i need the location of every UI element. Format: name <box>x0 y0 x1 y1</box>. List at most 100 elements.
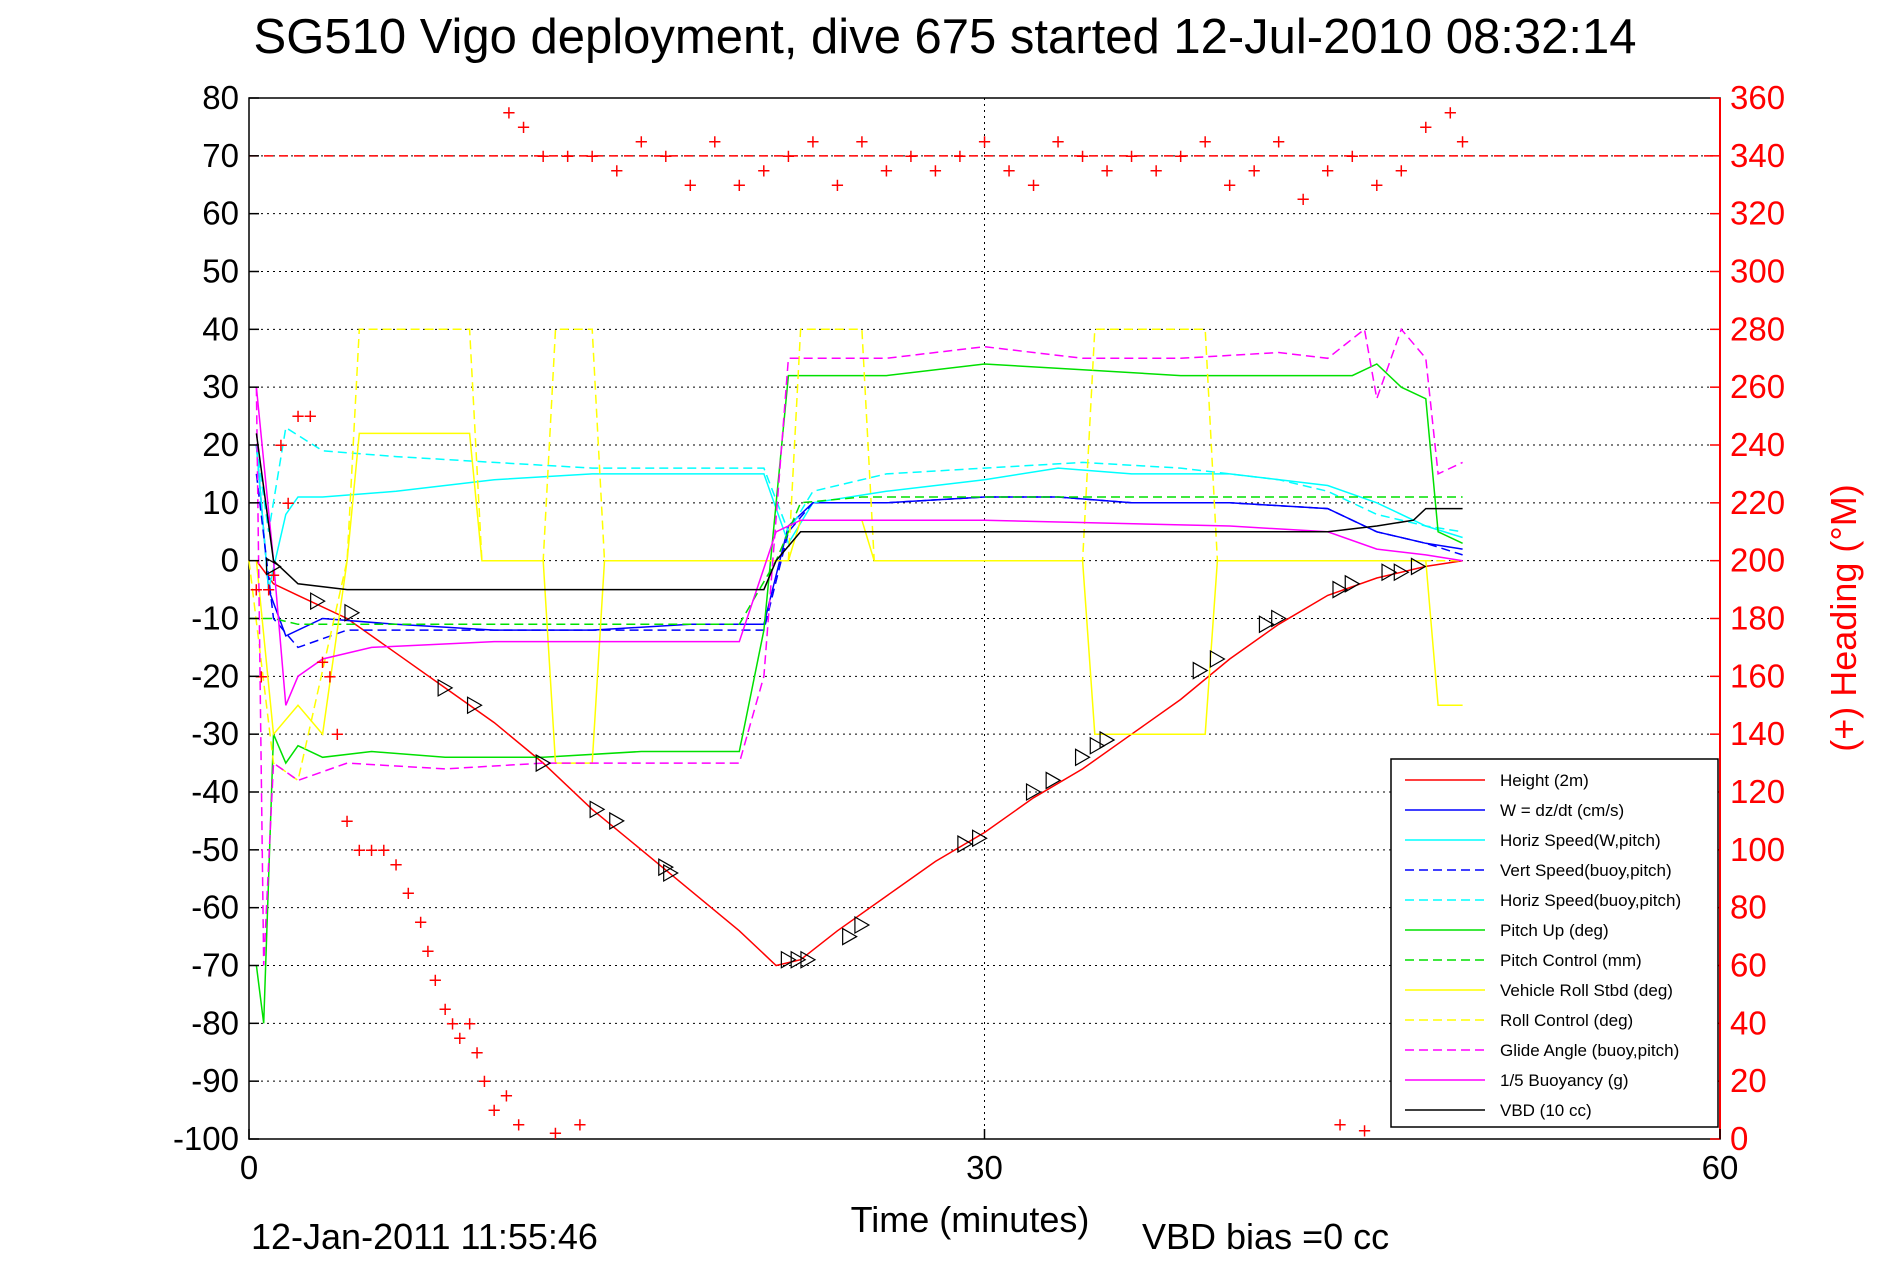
y-tick-label: -40 <box>191 773 239 810</box>
heading-point: + <box>249 580 264 601</box>
heading-point: + <box>585 146 600 167</box>
heading-point: + <box>805 131 820 152</box>
triangle-marker <box>663 863 679 883</box>
heading-point: + <box>501 102 516 123</box>
triangle-marker <box>1074 748 1091 767</box>
heading-point: + <box>879 160 894 181</box>
triangle-markers <box>265 557 1427 969</box>
heading-point: + <box>977 131 992 152</box>
heading-point: + <box>1443 102 1458 123</box>
y-tick-label: 70 <box>202 137 239 174</box>
y2-tick-label: 220 <box>1730 484 1785 521</box>
series-line <box>255 473 1463 649</box>
heading-point: + <box>428 970 443 991</box>
series-layer <box>248 327 1463 1024</box>
heading-point: + <box>462 1013 477 1034</box>
heading-point: + <box>1271 131 1286 152</box>
heading-point: + <box>438 999 453 1020</box>
legend-label: Roll Control (deg) <box>1500 1011 1633 1030</box>
heading-point: + <box>303 406 318 427</box>
triangle-marker <box>344 603 361 622</box>
heading-point: + <box>1369 175 1384 196</box>
y2-tick-label: 40 <box>1730 1004 1767 1041</box>
legend-label: Height (2m) <box>1500 771 1589 790</box>
heading-point: + <box>469 1042 484 1063</box>
heading-point: + <box>1198 131 1213 152</box>
triangle-marker <box>1192 661 1209 680</box>
heading-point: + <box>499 1086 514 1107</box>
triangle-marker <box>800 950 817 969</box>
legend-label: W = dz/dt (cm/s) <box>1500 801 1624 820</box>
triangle-marker <box>1344 574 1361 593</box>
heading-point: + <box>1455 131 1470 152</box>
heading-point: + <box>609 160 624 181</box>
heading-point: + <box>511 1115 526 1136</box>
heading-point: + <box>1075 146 1090 167</box>
series-line <box>255 432 1463 764</box>
triangle-marker <box>535 754 552 773</box>
triangle-marker <box>1271 609 1287 628</box>
series-line <box>255 433 1463 591</box>
triangle-marker <box>1381 563 1398 582</box>
y2-tick-label: 280 <box>1730 310 1785 347</box>
heading-point: + <box>330 724 345 745</box>
triangle-marker <box>854 915 871 935</box>
triangle-marker <box>1332 580 1349 599</box>
legend-box <box>1390 758 1719 1128</box>
heading-point: + <box>658 146 673 167</box>
heading-point: + <box>273 435 288 456</box>
y2-tick-label: 60 <box>1730 947 1767 984</box>
triangle-marker <box>310 592 326 611</box>
triangle-marker <box>589 800 606 819</box>
triangle-marker <box>1045 771 1062 790</box>
heading-point: + <box>781 146 796 167</box>
triangle-marker <box>609 811 625 830</box>
x-tick-label: 60 <box>1702 1149 1739 1186</box>
heading-point: + <box>1124 146 1139 167</box>
heading-point: + <box>352 840 367 861</box>
triangle-marker <box>1089 736 1106 755</box>
chart-title: SG510 Vigo deployment, dive 675 started … <box>254 10 1637 64</box>
heading-point: + <box>487 1100 502 1121</box>
heading-point: + <box>1345 146 1360 167</box>
y-tick-label: 60 <box>202 195 239 232</box>
x-ticks: 0 30 60 <box>240 1129 1739 1186</box>
y2-tick-label: 200 <box>1730 542 1785 579</box>
y-tick-label: 50 <box>202 253 239 290</box>
series-line <box>255 387 1463 706</box>
heading-point: + <box>756 160 771 181</box>
heading-point: + <box>261 580 276 601</box>
heading-point: + <box>854 131 869 152</box>
heading-point: + <box>1357 1120 1372 1141</box>
triangle-marker <box>971 829 988 848</box>
heading-point: + <box>516 117 531 138</box>
heading-point: + <box>477 1071 492 1092</box>
legend-label: Pitch Control (mm) <box>1500 951 1642 970</box>
heading-point: + <box>830 175 845 196</box>
y-tick-label: -10 <box>191 600 239 637</box>
y-tick-label: -60 <box>191 889 239 926</box>
y2-tick-label: 300 <box>1730 253 1785 290</box>
footer-timestamp: 12-Jan-2011 11:55:46 <box>251 1216 598 1257</box>
legend-label: Vert Speed(buoy,pitch) <box>1500 861 1672 880</box>
heading-point: + <box>1173 146 1188 167</box>
heading-point: + <box>254 666 269 687</box>
heading-point: + <box>452 1028 467 1049</box>
y2-tick-label: 20 <box>1730 1062 1767 1099</box>
y2-tick-label: 140 <box>1730 715 1785 752</box>
heading-point: + <box>445 1013 460 1034</box>
series-line <box>255 363 1463 1024</box>
y-tick-label: -80 <box>191 1004 239 1041</box>
heading-point: + <box>1332 1115 1347 1136</box>
x-tick-label: 0 <box>240 1149 258 1186</box>
legend-label: VBD (10 cc) <box>1500 1101 1592 1120</box>
heading-point: + <box>1247 160 1262 181</box>
y-tick-label: 0 <box>221 542 239 579</box>
heading-point: + <box>572 1115 587 1136</box>
series-line <box>255 327 1463 966</box>
footer-vbd-bias: VBD bias =0 cc <box>1142 1216 1389 1257</box>
heading-point: + <box>1296 189 1311 210</box>
triangle-marker <box>658 858 674 877</box>
legend: Height (2m) W = dz/dt (cm/s) Horiz Speed(W… <box>1390 758 1719 1128</box>
